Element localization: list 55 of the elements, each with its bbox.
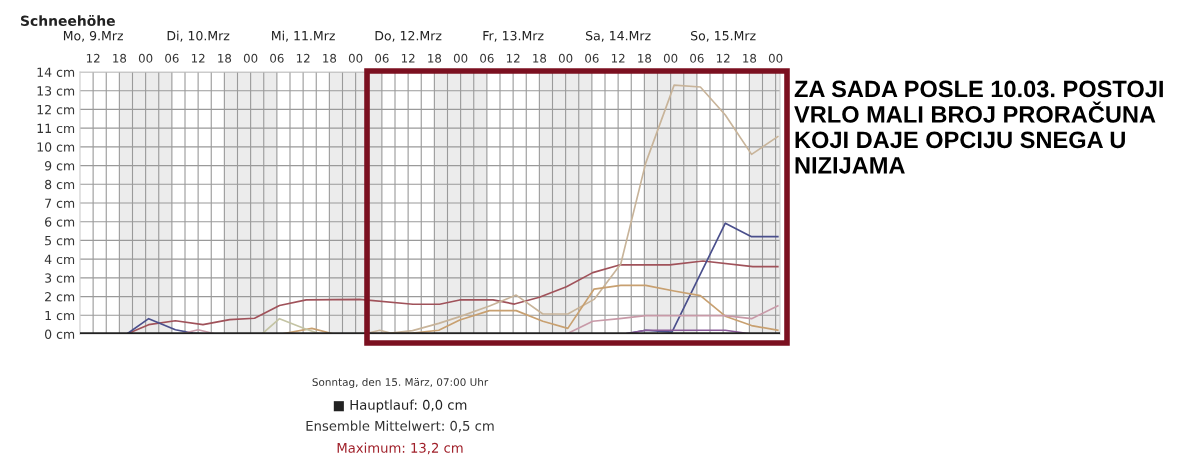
y-tick-label: 5 cm — [45, 236, 75, 246]
x-tick-label: 00 — [558, 53, 573, 63]
y-tick-label: 0 cm — [44, 329, 75, 339]
x-tick-label: 12 — [506, 53, 520, 63]
x-tick-label: 00 — [138, 53, 153, 63]
x-tick-label: 00 — [663, 53, 678, 63]
x2-tick-label: Mi, 11.Mrz — [272, 30, 335, 42]
x-tick-label: 06 — [375, 53, 389, 63]
x2-tick-label: Di, 10.Mrz — [167, 30, 230, 42]
x-tick-label: 12 — [296, 53, 310, 63]
x2-tick-label: Do, 12.Mrz — [375, 30, 442, 42]
x-tick-label: 06 — [585, 53, 599, 63]
x-tick-label: 06 — [480, 53, 494, 63]
x-tick-label: 18 — [323, 53, 337, 63]
y-tick-label: 10 cm — [37, 142, 75, 152]
y-tick-label: 3 cm — [45, 273, 75, 283]
x-tick-label: 18 — [638, 53, 652, 63]
x-tick-label: 12 — [611, 53, 625, 63]
text: Maximum: 13,2 cm — [337, 442, 463, 455]
x-tick-label: 06 — [690, 53, 704, 63]
y-tick-label: 8 cm — [45, 179, 75, 190]
x2-tick-label: Mo, 9.Mrz — [63, 30, 123, 42]
y-tick-label: 2 cm — [45, 292, 75, 302]
y-tick-label: 1 cm — [45, 310, 75, 321]
x-tick-label: 12 — [86, 53, 100, 63]
y-tick-label: 4 cm — [44, 254, 75, 265]
chart-title: Schneehöhe — [21, 15, 115, 27]
x-tick-label: 12 — [191, 53, 205, 63]
text: ZA SADA POSLE 10.03. POSTOJI VRLO MALI BROJ PRORAČUNA KOJI DAJE OPCIJU SNEGA U NIZIJAMA — [794, 80, 1163, 174]
x-tick-label: 18 — [533, 53, 547, 63]
y-tick-label: 6 cm — [45, 217, 75, 227]
x-tick-label: 18 — [743, 53, 757, 63]
text: Sonntag, den 15. März, 07:00 Uhr — [312, 377, 489, 389]
x-tick-label: 12 — [716, 53, 730, 63]
y-tick-label: 12 cm — [37, 104, 75, 115]
x-tick-label: 18 — [218, 53, 232, 63]
x-tick-label: 18 — [113, 53, 127, 63]
x-tick-label: 12 — [401, 53, 415, 63]
x-tick-label: 00 — [453, 53, 468, 63]
y-tick-label: 13 cm — [37, 86, 75, 96]
y-tick-label: 7 cm — [45, 198, 75, 208]
x-tick-label: 06 — [270, 53, 284, 63]
x-tick-label: 06 — [165, 53, 179, 63]
x-tick-label: 00 — [243, 53, 258, 63]
text: ■ Hauptlauf: 0,0 cm — [333, 399, 467, 413]
x2-tick-label: Fr, 13.Mrz — [483, 30, 544, 42]
x2-tick-label: So, 15.Mrz — [691, 30, 756, 42]
y-tick-label: 9 cm — [44, 161, 75, 171]
text: Ensemble Mittelwert: 0,5 cm — [306, 420, 494, 433]
x-tick-label: 00 — [768, 53, 783, 63]
y-tick-label: 11 cm — [37, 123, 75, 134]
y-tick-label: 14 cm — [37, 67, 75, 77]
x-tick-label: 00 — [348, 53, 363, 63]
x2-tick-label: Sa, 14.Mrz — [586, 30, 651, 42]
x-tick-label: 18 — [428, 53, 442, 63]
